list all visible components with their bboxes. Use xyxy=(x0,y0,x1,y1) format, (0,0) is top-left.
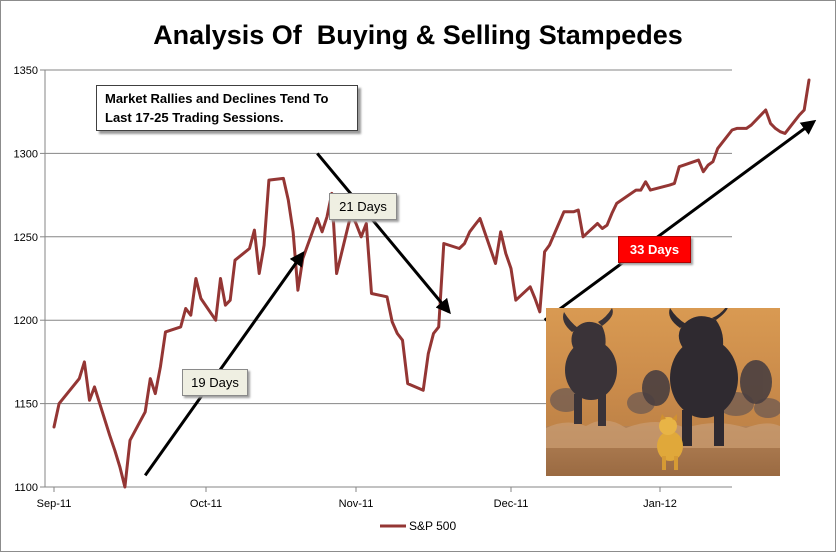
arrow-decline-21-days xyxy=(316,152,451,315)
x-tick-label: Jan-12 xyxy=(643,498,677,510)
x-tick-label: Dec-11 xyxy=(494,498,529,510)
y-tick-label: 1100 xyxy=(14,482,38,494)
chart-title: Analysis Of Buying & Selling Stampedes xyxy=(153,20,683,50)
lion-cub xyxy=(657,414,683,470)
x-tick-label: Oct-11 xyxy=(190,498,222,510)
y-tick-label: 1300 xyxy=(14,148,38,160)
annotation-21-days: 21 Days xyxy=(329,193,397,220)
x-tick-label: Sep-11 xyxy=(37,498,72,510)
annotation-19-days: 19 Days xyxy=(182,369,248,396)
x-tick-label: Nov-11 xyxy=(339,498,374,510)
arrow-rally-33-days xyxy=(543,119,817,322)
stampede-image xyxy=(546,308,780,476)
annotation-33-days: 33 Days xyxy=(618,236,691,263)
y-tick-label: 1150 xyxy=(14,399,38,411)
annotation-note-box: Market Rallies and Declines Tend To Last… xyxy=(96,85,358,131)
series-line-sp500 xyxy=(52,78,811,489)
arrow-rally-19-days xyxy=(143,251,305,477)
axes: 1100 1150 1200 1250 1300 1350 Sep-11 Oct-11 Nov-… xyxy=(14,65,677,510)
wildebeest-stampede-illustration xyxy=(546,308,780,476)
y-tick-label: 1350 xyxy=(14,65,38,77)
series-layer xyxy=(52,78,811,489)
y-tick-label: 1200 xyxy=(14,315,38,327)
legend: S&P 500 xyxy=(380,519,456,533)
arrows-layer xyxy=(143,119,817,477)
y-tick-label: 1250 xyxy=(14,232,38,244)
legend-label: S&P 500 xyxy=(409,519,456,533)
